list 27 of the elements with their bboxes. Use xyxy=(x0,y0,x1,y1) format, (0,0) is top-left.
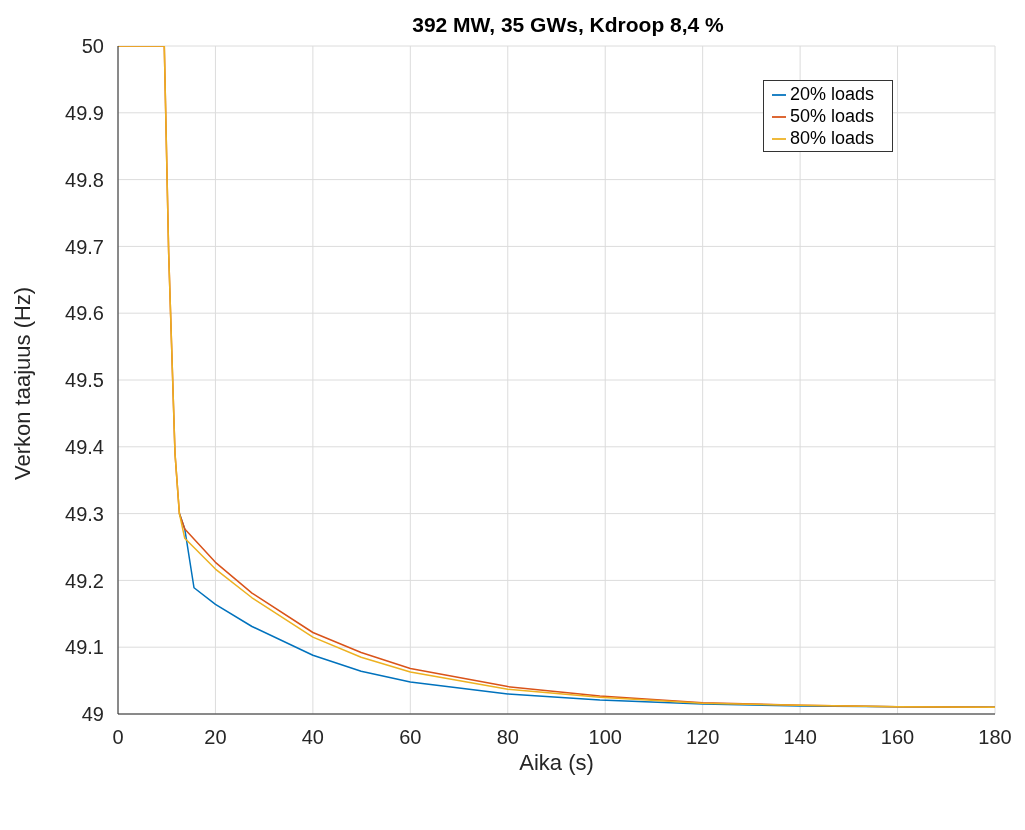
y-tick-label: 49.3 xyxy=(65,502,104,525)
y-tick-label: 49.2 xyxy=(65,569,104,592)
x-tick-label: 40 xyxy=(301,726,325,749)
y-tick-label: 49 xyxy=(81,703,104,726)
x-axis-title: Aika (s) xyxy=(519,750,594,775)
y-tick-label: 50 xyxy=(81,35,104,58)
y-tick-label: 49.1 xyxy=(65,636,104,659)
y-tick-label: 49.4 xyxy=(65,435,104,458)
y-tick-label: 49.8 xyxy=(65,168,104,191)
legend-label: 50% loads xyxy=(790,106,875,126)
x-tick-label: 0 xyxy=(112,726,124,749)
y-tick-label: 49.7 xyxy=(65,235,104,258)
legend-label: 20% loads xyxy=(790,84,875,104)
x-tick-label: 20 xyxy=(204,726,227,749)
x-tick-label: 80 xyxy=(496,726,519,749)
y-tick-label: 49.9 xyxy=(65,101,104,124)
x-tick-label: 140 xyxy=(783,726,817,749)
y-axis-title: Verkon taajuus (Hz) xyxy=(9,286,35,480)
x-tick-label: 100 xyxy=(588,726,622,749)
x-tick-label: 60 xyxy=(399,726,422,749)
legend-label: 80% loads xyxy=(790,128,875,148)
chart-title: 392 MW, 35 GWs, Kdroop 8,4 % xyxy=(412,13,725,36)
x-tick-label: 160 xyxy=(880,726,915,749)
y-tick-label: 49.6 xyxy=(65,302,104,325)
y-tick-label: 49.5 xyxy=(65,369,104,392)
x-tick-label: 120 xyxy=(685,726,720,749)
x-tick-label: 180 xyxy=(978,726,1012,749)
